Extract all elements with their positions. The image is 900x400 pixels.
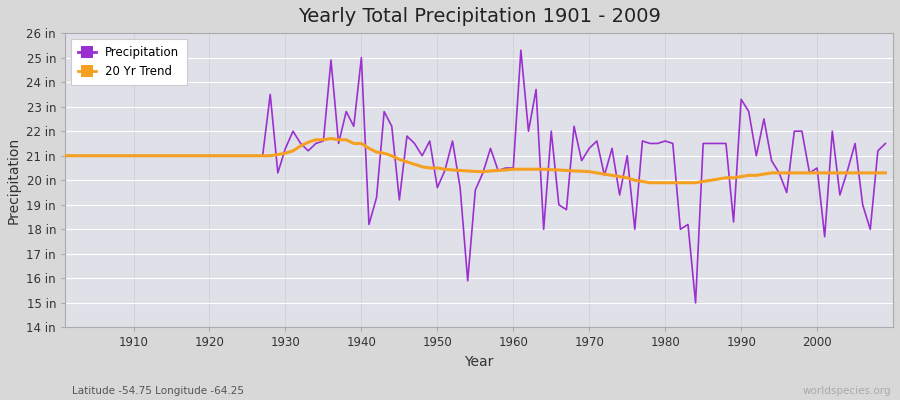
Title: Yearly Total Precipitation 1901 - 2009: Yearly Total Precipitation 1901 - 2009 [298,7,661,26]
Legend: Precipitation, 20 Yr Trend: Precipitation, 20 Yr Trend [71,39,186,85]
Text: Latitude -54.75 Longitude -64.25: Latitude -54.75 Longitude -64.25 [72,386,244,396]
X-axis label: Year: Year [464,355,494,369]
Text: worldspecies.org: worldspecies.org [803,386,891,396]
Y-axis label: Precipitation: Precipitation [7,137,21,224]
